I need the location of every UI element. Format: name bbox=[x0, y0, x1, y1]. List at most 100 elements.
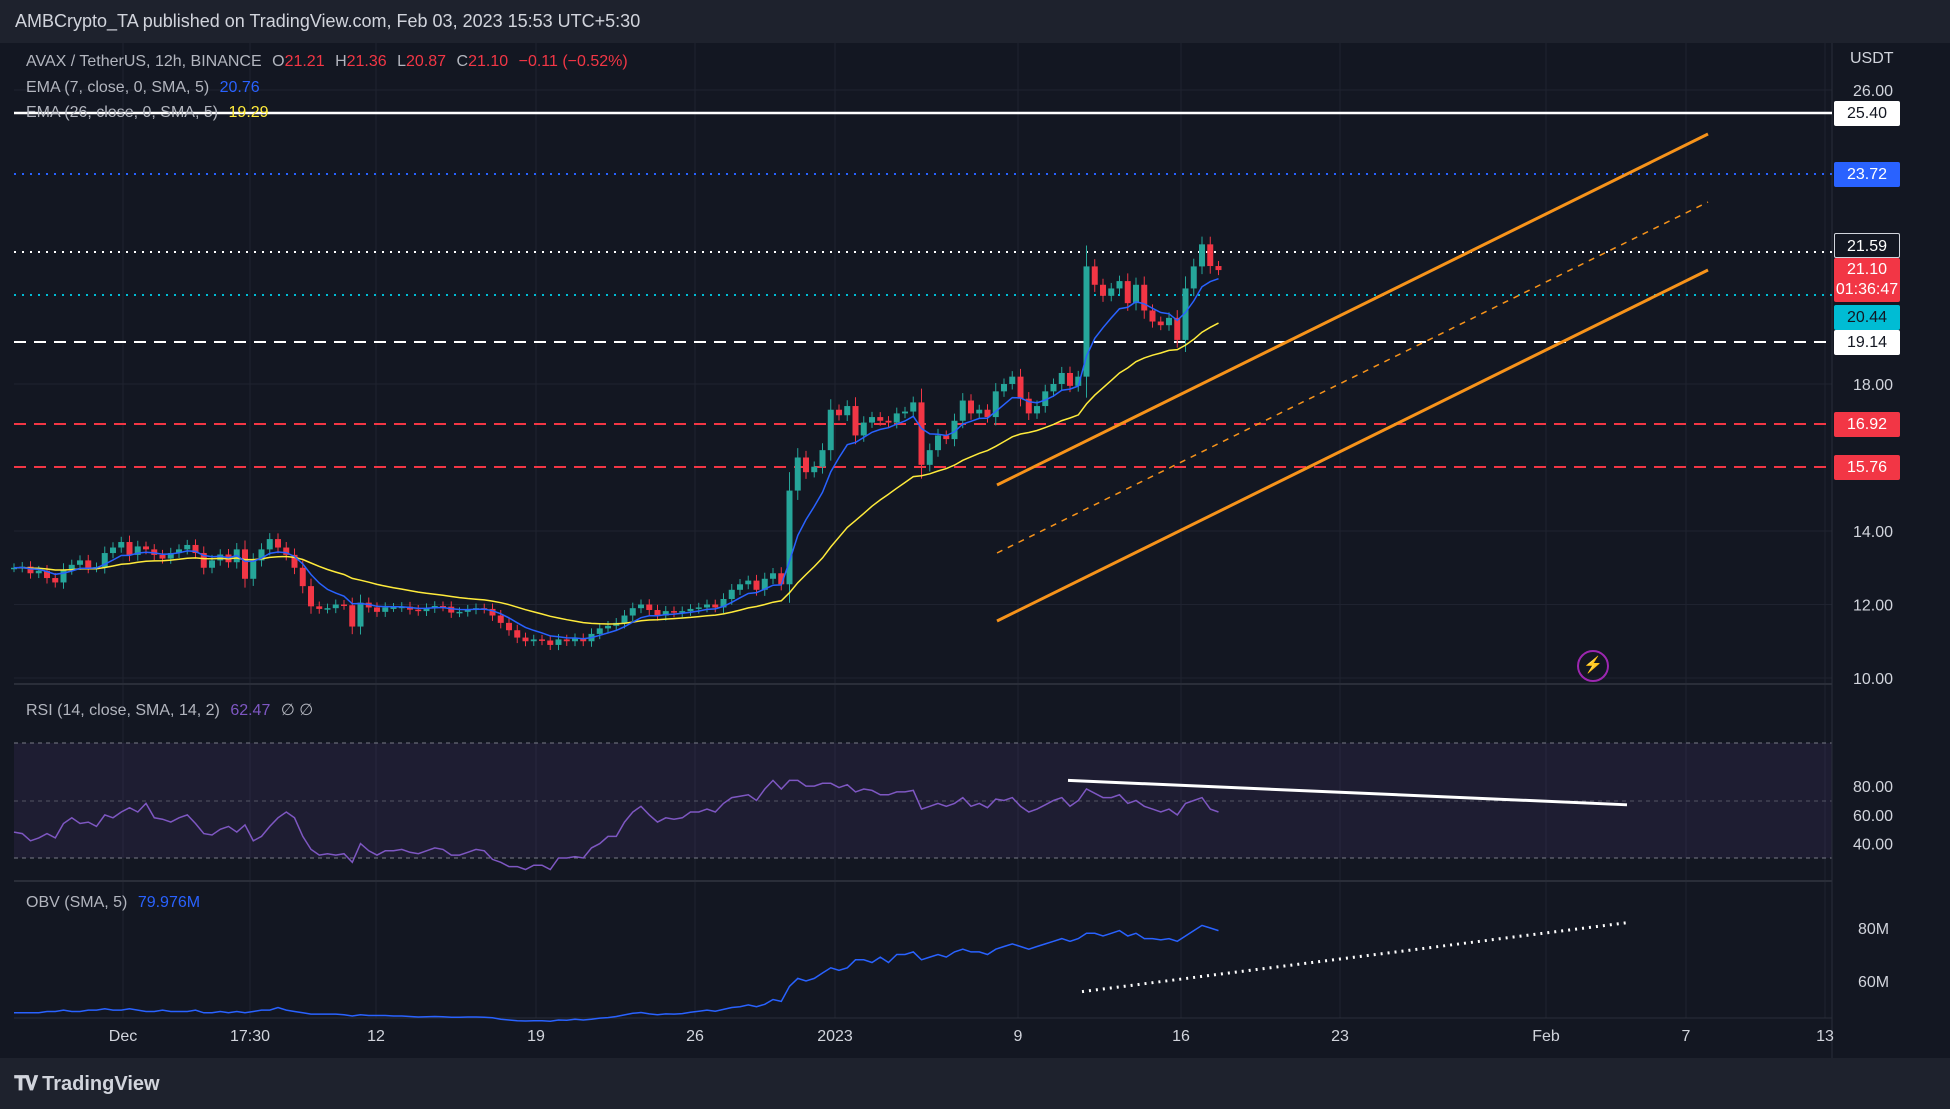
candle-body[interactable] bbox=[811, 466, 818, 473]
candle-body[interactable] bbox=[217, 554, 224, 561]
candle-body[interactable] bbox=[126, 542, 133, 555]
candle-body[interactable] bbox=[1075, 376, 1082, 386]
rsi-line[interactable] bbox=[13, 779, 1219, 871]
candle-body[interactable] bbox=[456, 611, 463, 614]
candle-body[interactable] bbox=[374, 607, 380, 612]
candle-body[interactable] bbox=[464, 609, 471, 612]
candle-body[interactable] bbox=[266, 539, 273, 550]
candle-body[interactable] bbox=[1215, 266, 1222, 271]
candle-body[interactable] bbox=[662, 611, 669, 616]
candle-body[interactable] bbox=[1149, 310, 1156, 322]
candle-body[interactable] bbox=[11, 567, 17, 570]
candle-body[interactable] bbox=[489, 608, 496, 616]
candle-body[interactable] bbox=[415, 609, 422, 612]
candle-body[interactable] bbox=[596, 628, 603, 634]
ema7-legend[interactable]: EMA (7, close, 0, SMA, 5) 20.76 bbox=[26, 79, 266, 97]
candle-body[interactable] bbox=[332, 604, 339, 609]
candle-body[interactable] bbox=[1174, 317, 1181, 340]
candle-body[interactable] bbox=[299, 567, 306, 587]
candle-body[interactable] bbox=[1034, 406, 1040, 414]
candle-body[interactable] bbox=[794, 457, 801, 491]
candle-body[interactable] bbox=[646, 604, 653, 611]
candle-body[interactable] bbox=[1133, 284, 1139, 304]
candle-body[interactable] bbox=[242, 549, 248, 579]
symbol-label[interactable]: AVAX / TetherUS, 12h, BINANCE bbox=[26, 53, 262, 70]
obv-legend[interactable]: OBV (SMA, 5) 79.976M bbox=[26, 894, 206, 912]
candle-body[interactable] bbox=[555, 639, 562, 645]
candle-body[interactable] bbox=[85, 560, 92, 568]
candle-body[interactable] bbox=[943, 435, 950, 440]
candle-body[interactable] bbox=[1116, 281, 1123, 289]
candle-body[interactable] bbox=[1100, 284, 1106, 296]
price-tag-2044[interactable]: 20.44 bbox=[1834, 305, 1900, 330]
candle-body[interactable] bbox=[176, 549, 182, 554]
candle-body[interactable] bbox=[918, 402, 925, 465]
candle-body[interactable] bbox=[1001, 384, 1007, 392]
candle-body[interactable] bbox=[893, 413, 900, 423]
candle-body[interactable] bbox=[1166, 317, 1172, 326]
candle-body[interactable] bbox=[1009, 376, 1016, 384]
candle-body[interactable] bbox=[720, 598, 727, 608]
candle-body[interactable] bbox=[341, 604, 347, 607]
ema26-line[interactable] bbox=[13, 322, 1219, 625]
candle-body[interactable] bbox=[968, 400, 974, 414]
channel-upper-line[interactable] bbox=[996, 132, 1709, 487]
obv-line[interactable] bbox=[14, 924, 1219, 1023]
candle-body[interactable] bbox=[877, 417, 884, 421]
candle-body[interactable] bbox=[390, 607, 397, 609]
candle-body[interactable] bbox=[530, 639, 537, 642]
candle-body[interactable] bbox=[1017, 376, 1024, 399]
obv-trendline[interactable] bbox=[1081, 921, 1628, 994]
candle-body[interactable] bbox=[926, 450, 933, 465]
candle-body[interactable] bbox=[836, 409, 842, 416]
candle-body[interactable] bbox=[514, 630, 521, 638]
candle-body[interactable] bbox=[349, 605, 356, 627]
candle-body[interactable] bbox=[728, 589, 735, 599]
candle-body[interactable] bbox=[110, 547, 116, 554]
rsi-trendline[interactable] bbox=[1067, 778, 1628, 807]
candle-body[interactable] bbox=[778, 573, 785, 585]
candle-body[interactable] bbox=[200, 553, 207, 568]
candle-body[interactable] bbox=[1025, 398, 1032, 414]
candle-body[interactable] bbox=[984, 409, 991, 418]
candle-body[interactable] bbox=[1124, 281, 1131, 304]
candle-body[interactable] bbox=[1091, 266, 1098, 285]
candle-body[interactable] bbox=[118, 542, 125, 548]
candle-body[interactable] bbox=[159, 554, 166, 559]
candle-body[interactable] bbox=[1083, 266, 1090, 377]
rsi-legend[interactable]: RSI (14, close, SMA, 14, 2) 62.47 ∅ ∅ bbox=[26, 700, 319, 720]
candle-body[interactable] bbox=[44, 570, 50, 579]
candle-body[interactable] bbox=[745, 580, 752, 585]
candle-body[interactable] bbox=[1199, 244, 1205, 267]
candle-body[interactable] bbox=[1207, 244, 1214, 267]
candle-body[interactable] bbox=[753, 580, 760, 590]
candle-body[interactable] bbox=[1190, 266, 1197, 289]
candle-body[interactable] bbox=[860, 422, 867, 436]
ema7-line[interactable] bbox=[13, 277, 1219, 640]
candle-body[interactable] bbox=[761, 578, 768, 590]
candle-body[interactable] bbox=[1182, 288, 1189, 340]
candle-body[interactable] bbox=[572, 638, 578, 642]
candle-body[interactable] bbox=[275, 539, 281, 548]
candle-body[interactable] bbox=[976, 409, 983, 414]
candle-body[interactable] bbox=[382, 607, 389, 612]
candle-body[interactable] bbox=[712, 604, 719, 608]
ema26-legend[interactable]: EMA (26, close, 0, SMA, 5) 19.29 bbox=[26, 104, 275, 122]
price-tag-1914[interactable]: 19.14 bbox=[1834, 330, 1900, 355]
candle-body[interactable] bbox=[704, 604, 710, 608]
candle-body[interactable] bbox=[497, 615, 504, 623]
candle-body[interactable] bbox=[910, 402, 917, 412]
candle-body[interactable] bbox=[250, 560, 257, 579]
price-tag-2372[interactable]: 23.72 bbox=[1834, 162, 1900, 187]
candle-body[interactable] bbox=[638, 604, 644, 609]
candle-body[interactable] bbox=[803, 457, 809, 473]
candle-body[interactable] bbox=[291, 554, 298, 568]
candle-body[interactable] bbox=[283, 547, 290, 555]
candle-body[interactable] bbox=[1050, 384, 1057, 392]
candle-body[interactable] bbox=[440, 605, 446, 608]
candle-body[interactable] bbox=[786, 490, 793, 585]
candle-body[interactable] bbox=[539, 639, 545, 641]
candle-body[interactable] bbox=[357, 602, 364, 627]
candle-body[interactable] bbox=[1108, 288, 1115, 296]
candle-body[interactable] bbox=[844, 406, 851, 416]
